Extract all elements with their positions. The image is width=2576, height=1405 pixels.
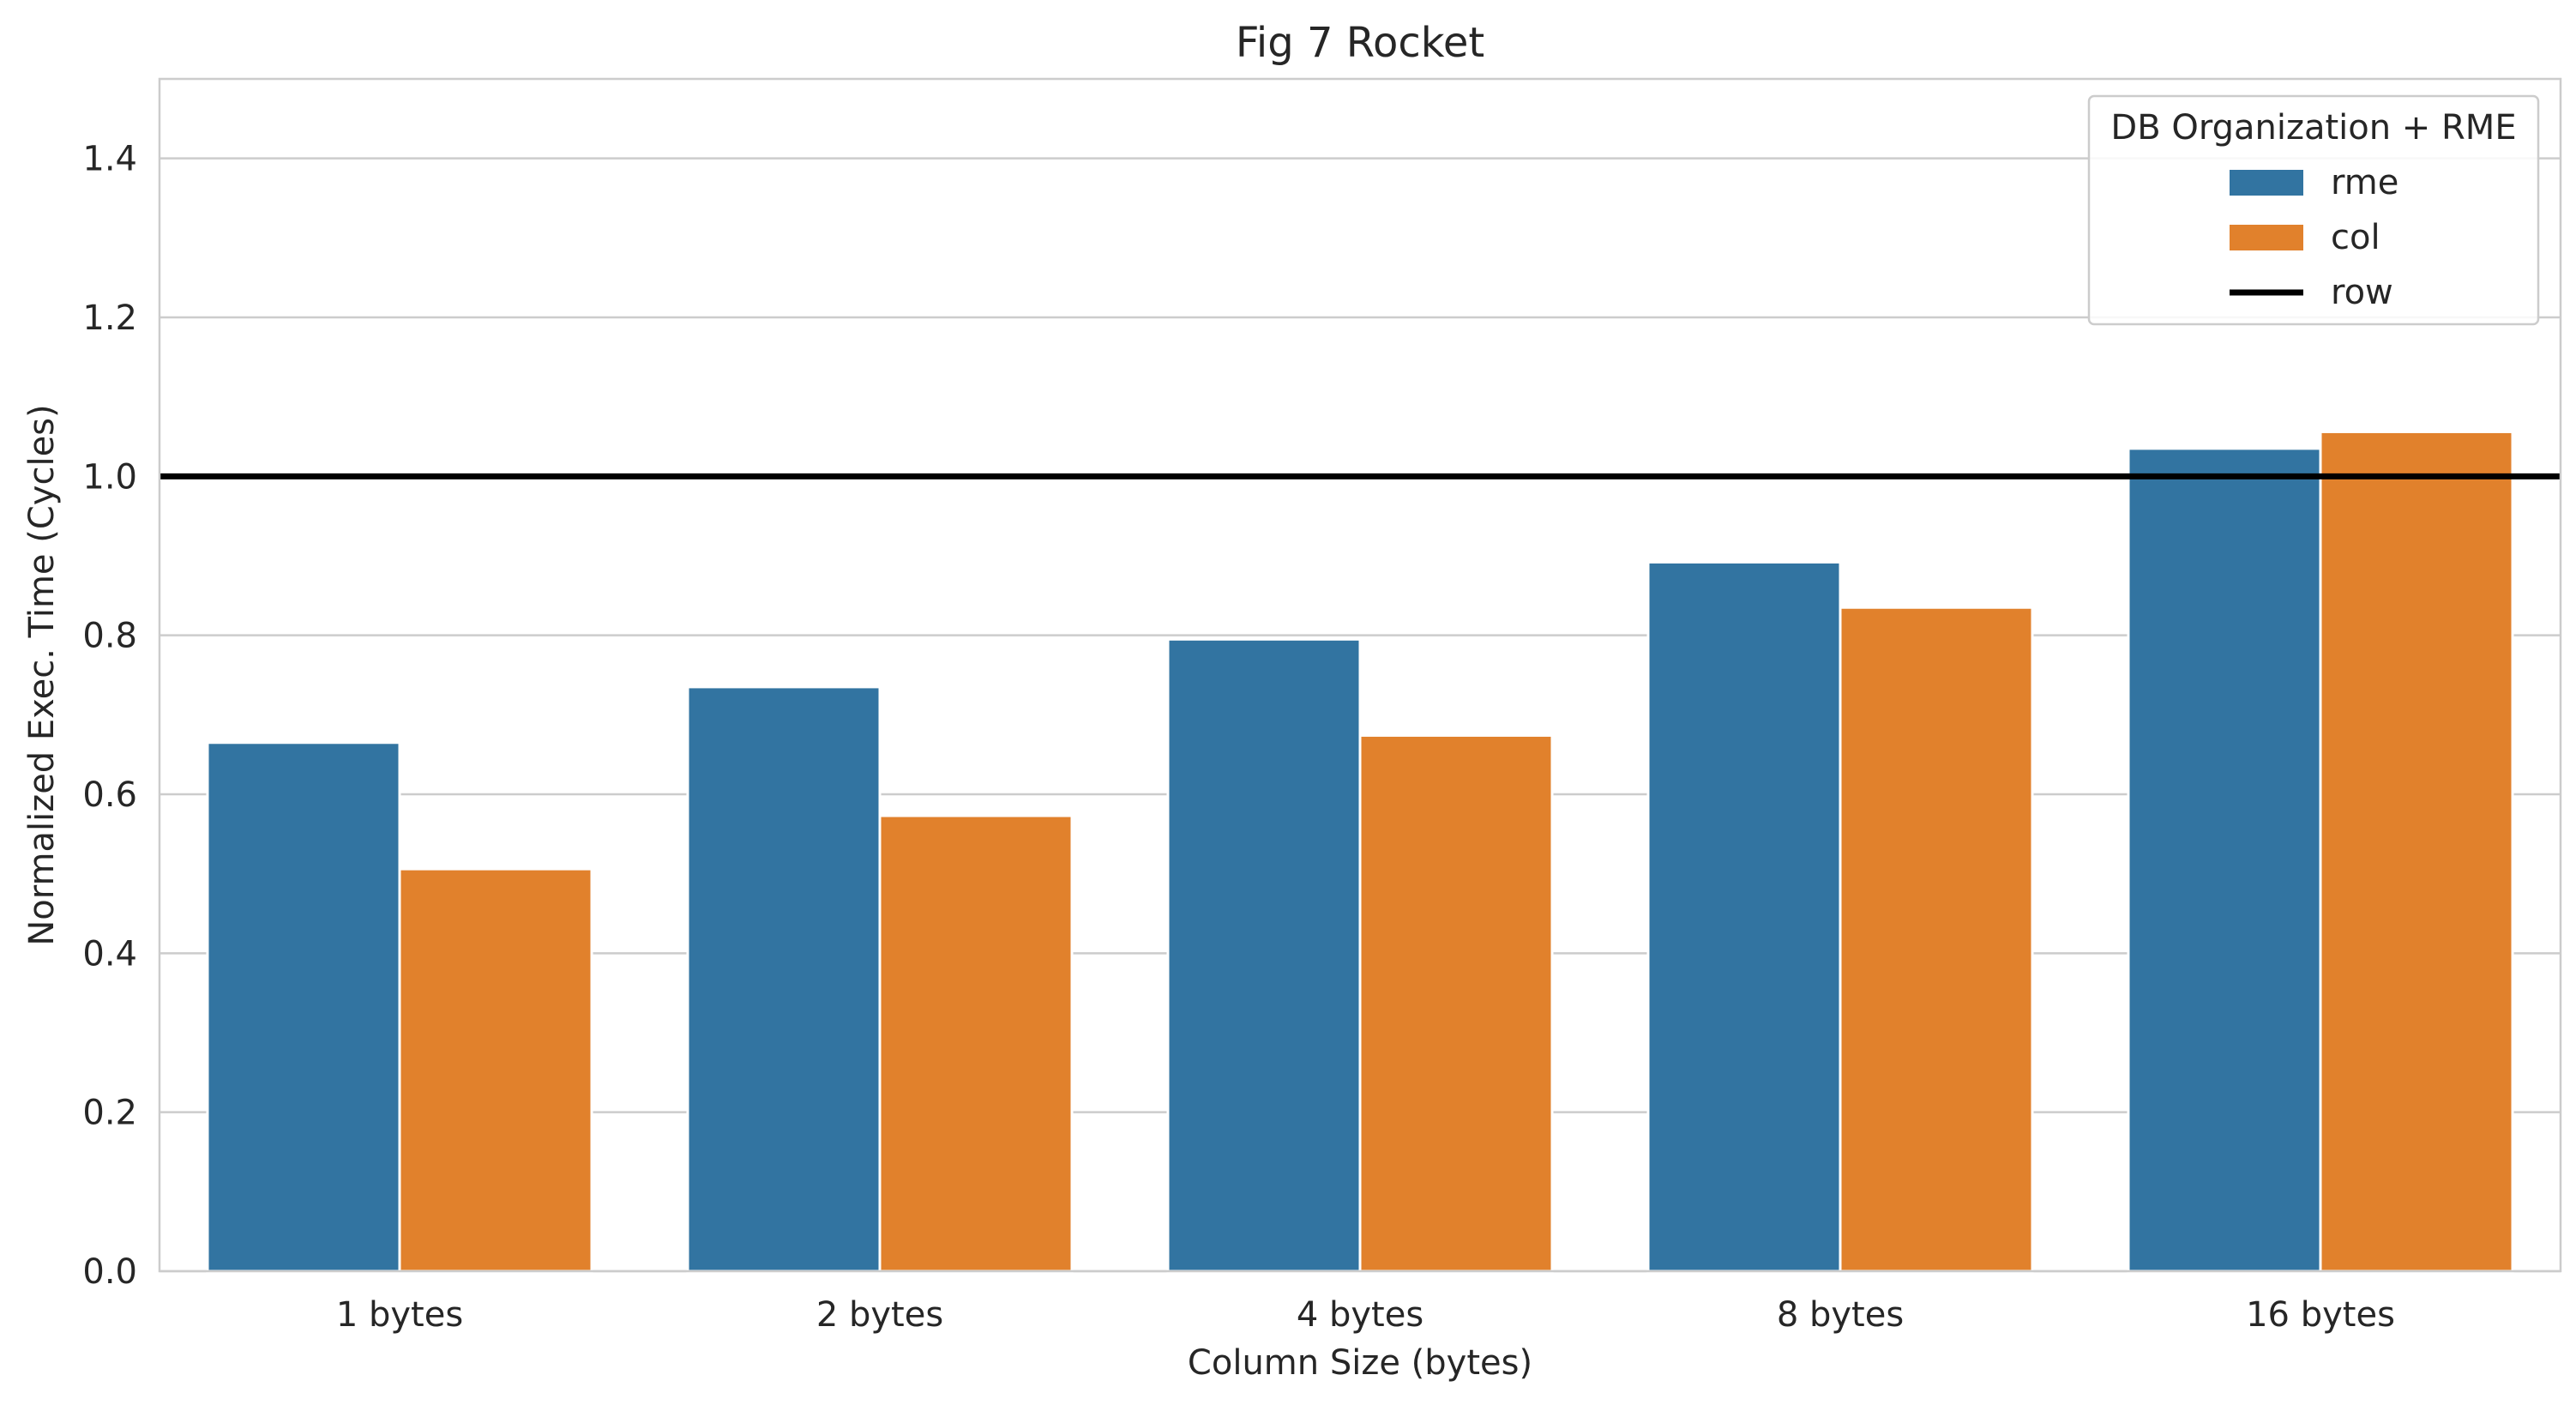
bar-col — [878, 814, 1074, 1273]
y-tick-label: 1.4 — [82, 140, 137, 179]
legend: DB Organization + RME rme col row — [2087, 94, 2540, 326]
y-tick-label: 0.4 — [82, 934, 137, 974]
x-axis-label: Column Size (bytes) — [1188, 1343, 1532, 1383]
legend-swatch-rme — [2230, 170, 2303, 196]
y-tick-label: 1.2 — [82, 298, 137, 338]
legend-title: DB Organization + RME — [2110, 108, 2516, 148]
bar-col — [2319, 430, 2514, 1273]
bar-col — [398, 867, 593, 1273]
y-tick-label: 0.0 — [82, 1252, 137, 1292]
y-tick-label: 0.8 — [82, 617, 137, 656]
y-tick-label: 0.2 — [82, 1094, 137, 1133]
legend-label-row: row — [2331, 273, 2393, 312]
chart-title: Fig 7 Rocket — [1236, 19, 1484, 67]
x-tick-label: 4 bytes — [1297, 1295, 1423, 1335]
legend-swatch-col — [2230, 225, 2303, 250]
bar-col — [1358, 733, 1554, 1273]
legend-label-rme: rme — [2331, 163, 2398, 202]
x-tick-label: 16 bytes — [2246, 1295, 2395, 1335]
plot-frame — [158, 77, 2562, 1273]
y-axis-label: Normalized Exec. Time (Cycles) — [22, 404, 62, 945]
bar-rme — [1646, 560, 1842, 1273]
bars — [206, 430, 2514, 1273]
bar-rme — [686, 685, 882, 1273]
x-tick-label: 2 bytes — [816, 1295, 943, 1335]
y-tick-label: 0.6 — [82, 775, 137, 815]
bar-rme — [206, 741, 401, 1273]
x-tick-label: 8 bytes — [1777, 1295, 1904, 1335]
x-tick-labels: 1 bytes 2 bytes 4 bytes 8 bytes 16 bytes — [336, 1295, 2395, 1335]
legend-items: rme col row — [2230, 163, 2398, 312]
bar-rme — [1166, 637, 1362, 1273]
bar-col — [1839, 606, 2034, 1273]
y-tick-label: 1.0 — [82, 457, 137, 497]
bar-rme — [2127, 447, 2322, 1273]
y-tick-labels: 0.0 0.2 0.4 0.6 0.8 1.0 1.2 1.4 — [82, 140, 137, 1292]
legend-box — [2087, 94, 2540, 326]
legend-label-col: col — [2331, 218, 2380, 257]
x-tick-label: 1 bytes — [336, 1295, 463, 1335]
